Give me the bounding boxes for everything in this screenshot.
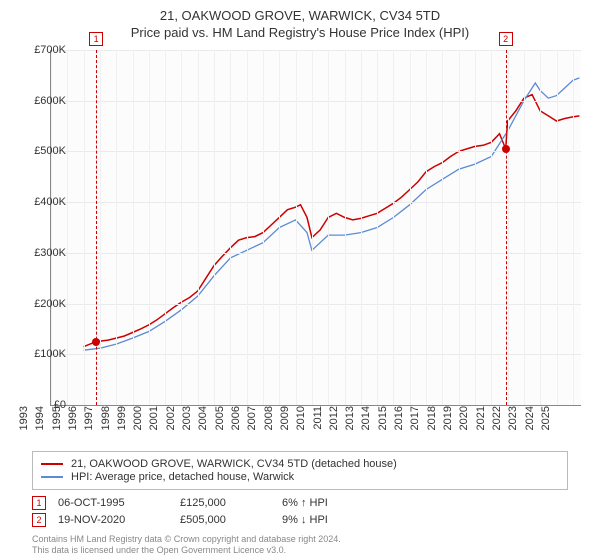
chart-title: 21, OAKWOOD GROVE, WARWICK, CV34 5TD	[0, 0, 600, 23]
x-axis-label: 2016	[393, 406, 405, 446]
marker-line	[96, 50, 97, 405]
chart-plot-area: 12	[50, 50, 581, 406]
x-axis-label: 2013	[344, 406, 356, 446]
x-axis-label: 2014	[360, 406, 372, 446]
x-axis-label: 2018	[426, 406, 438, 446]
y-axis-label: £600K	[22, 95, 66, 107]
x-axis-label: 2020	[458, 406, 470, 446]
x-axis-label: 1995	[51, 406, 63, 446]
marker-badge: 2	[499, 32, 513, 46]
x-axis-label: 2024	[524, 406, 536, 446]
y-axis-label: £400K	[22, 196, 66, 208]
y-axis-label: £100K	[22, 348, 66, 360]
y-axis-label: £500K	[22, 145, 66, 157]
datapoint-marker: 2	[32, 513, 46, 527]
x-axis-label: 2025	[540, 406, 552, 446]
legend-item-price-paid: 21, OAKWOOD GROVE, WARWICK, CV34 5TD (de…	[41, 458, 559, 470]
datapoint-date: 06-OCT-1995	[58, 497, 168, 509]
chart-svg	[51, 50, 581, 405]
datapoints-table: 1 06-OCT-1995 £125,000 6% ↑ HPI 2 19-NOV-2020…	[32, 493, 568, 530]
legend-label: HPI: Average price, detached house, Warw…	[71, 471, 294, 483]
x-axis-label: 2022	[491, 406, 503, 446]
x-axis-label: 2011	[312, 406, 324, 446]
marker-dot	[502, 145, 510, 153]
x-axis-label: 1997	[83, 406, 95, 446]
legend-swatch	[41, 476, 63, 478]
datapoint-price: £505,000	[180, 514, 270, 526]
datapoint-row: 2 19-NOV-2020 £505,000 9% ↓ HPI	[32, 513, 568, 527]
x-axis-label: 2005	[214, 406, 226, 446]
x-axis-label: 2000	[132, 406, 144, 446]
datapoint-date: 19-NOV-2020	[58, 514, 168, 526]
datapoint-row: 1 06-OCT-1995 £125,000 6% ↑ HPI	[32, 496, 568, 510]
x-axis-label: 2012	[328, 406, 340, 446]
datapoint-price: £125,000	[180, 497, 270, 509]
datapoint-pct: 6% ↑ HPI	[282, 497, 402, 509]
footer-attribution: Contains HM Land Registry data © Crown c…	[32, 534, 341, 556]
y-axis-label: £200K	[22, 298, 66, 310]
y-axis-label: £300K	[22, 247, 66, 259]
x-axis-label: 2001	[148, 406, 160, 446]
x-axis-label: 1996	[67, 406, 79, 446]
y-axis-label: £700K	[22, 44, 66, 56]
x-axis-label: 2019	[442, 406, 454, 446]
x-axis-label: 2021	[475, 406, 487, 446]
footer-line: This data is licensed under the Open Gov…	[32, 545, 341, 556]
x-axis-label: 2004	[197, 406, 209, 446]
datapoint-pct: 9% ↓ HPI	[282, 514, 402, 526]
legend-box: 21, OAKWOOD GROVE, WARWICK, CV34 5TD (de…	[32, 451, 568, 490]
x-axis-label: 2003	[181, 406, 193, 446]
x-axis-label: 1998	[100, 406, 112, 446]
datapoint-marker: 1	[32, 496, 46, 510]
marker-dot	[92, 338, 100, 346]
x-axis-label: 2002	[165, 406, 177, 446]
x-axis-label: 2006	[230, 406, 242, 446]
x-axis-label: 2010	[295, 406, 307, 446]
marker-line	[506, 50, 507, 405]
x-axis-label: 2009	[279, 406, 291, 446]
x-axis-label: 1994	[34, 406, 46, 446]
x-axis-label: 1999	[116, 406, 128, 446]
x-axis-label: 2023	[507, 406, 519, 446]
legend-item-hpi: HPI: Average price, detached house, Warw…	[41, 471, 559, 483]
legend-label: 21, OAKWOOD GROVE, WARWICK, CV34 5TD (de…	[71, 458, 397, 470]
x-axis-label: 1993	[18, 406, 30, 446]
marker-badge: 1	[89, 32, 103, 46]
footer-line: Contains HM Land Registry data © Crown c…	[32, 534, 341, 545]
x-axis-label: 2007	[246, 406, 258, 446]
legend-swatch	[41, 463, 63, 465]
x-axis-label: 2015	[377, 406, 389, 446]
x-axis-label: 2017	[409, 406, 421, 446]
x-axis-label: 2008	[263, 406, 275, 446]
